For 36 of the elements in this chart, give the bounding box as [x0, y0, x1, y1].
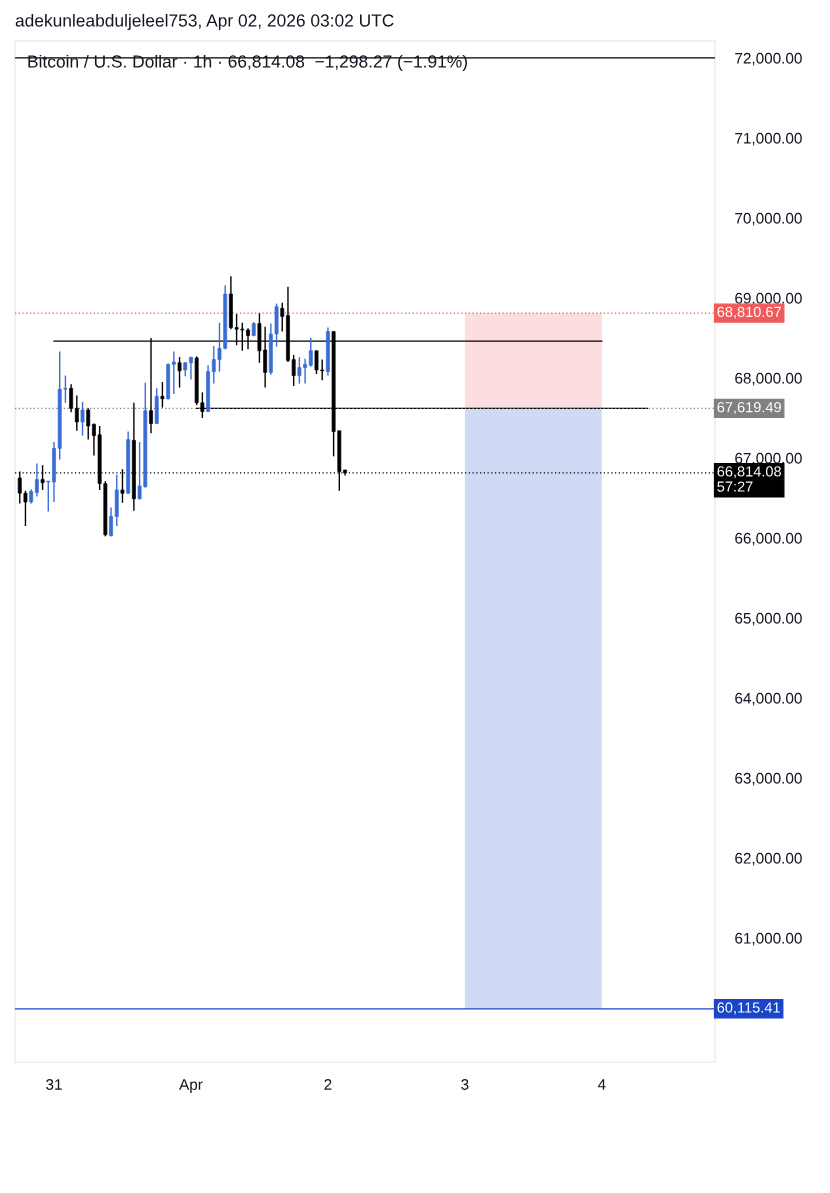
candlestick — [109, 506, 113, 538]
x-tick-label: 4 — [597, 1079, 606, 1090]
y-tick-label: 69,000.00 — [735, 292, 802, 306]
x-tick-label: 2 — [324, 1079, 332, 1090]
y-tick-label: 61,000.00 — [735, 932, 802, 946]
ref-line-label: 60,115.41 — [717, 1002, 780, 1015]
x-tick-label: 31 — [46, 1079, 62, 1090]
candlestick — [34, 462, 39, 498]
x-tick-label: 3 — [461, 1079, 469, 1090]
y-tick-label: 64,000.00 — [735, 692, 802, 706]
x-tick-label: Apr — [179, 1079, 203, 1093]
candlestick — [74, 394, 79, 432]
y-tick-label: 66,000.00 — [735, 532, 802, 546]
candlestick — [171, 350, 176, 395]
candlestick — [160, 381, 165, 409]
candlestick — [40, 464, 45, 491]
ref-line-label: 66,814.08 57:27 — [717, 466, 781, 492]
y-tick-label: 72,000.00 — [735, 52, 802, 66]
y-tick-label: 67,000.00 — [735, 452, 802, 466]
candlestick — [86, 407, 91, 441]
candlestick — [80, 401, 85, 437]
y-tick-label: 71,000.00 — [735, 132, 802, 146]
y-tick-label: 68,000.00 — [735, 372, 802, 386]
candlestick — [189, 356, 193, 381]
ref-line-label: 68,810.67 — [717, 306, 781, 319]
ref-line-label: 67,619.49 — [717, 402, 781, 415]
y-tick-label: 62,000.00 — [735, 852, 802, 866]
candlestick — [280, 302, 285, 333]
y-tick-label: 65,000.00 — [735, 612, 802, 626]
text: Bitcoin / U.S. Dollar · 1h · 66,814.08 −1,298.27 (−1.91%) — [28, 54, 467, 72]
chart-title: adekunleabduljeleel753, Apr 02, 2026 03:02 UTC — [15, 13, 394, 31]
candlestick — [69, 383, 74, 414]
candlestick — [177, 356, 182, 389]
y-tick-label: 63,000.00 — [735, 772, 802, 786]
y-tick-label: 70,000.00 — [735, 212, 802, 226]
candlestick — [308, 337, 313, 368]
